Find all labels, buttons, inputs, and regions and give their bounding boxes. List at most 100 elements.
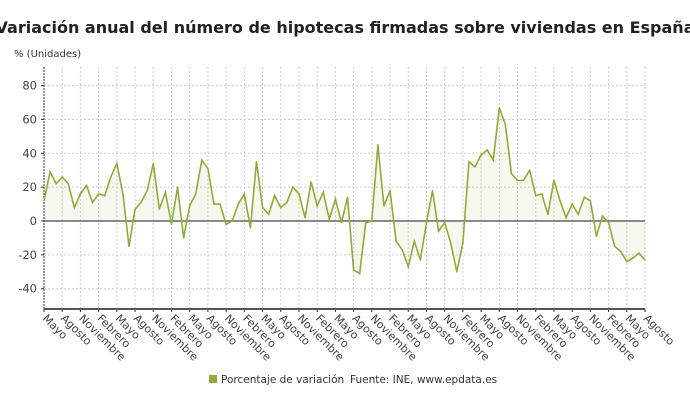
data-point xyxy=(322,191,325,194)
data-point xyxy=(79,193,82,195)
data-point xyxy=(134,208,136,210)
data-point xyxy=(589,199,592,202)
data-point xyxy=(55,182,57,185)
data-point xyxy=(201,159,203,161)
data-point xyxy=(255,160,258,163)
data-point xyxy=(231,220,233,222)
data-point xyxy=(401,248,403,251)
data-point xyxy=(522,179,525,182)
data-point xyxy=(480,154,482,156)
data-point xyxy=(413,240,416,243)
data-point xyxy=(377,144,379,146)
data-point xyxy=(334,198,337,200)
y-tick-label: 80 xyxy=(22,79,37,93)
data-point xyxy=(116,162,118,165)
data-point xyxy=(371,220,373,222)
data-point xyxy=(182,237,185,239)
data-point xyxy=(419,259,422,261)
data-point xyxy=(261,206,264,209)
data-point xyxy=(504,123,507,126)
y-tick-label: -40 xyxy=(18,282,37,296)
data-point xyxy=(188,204,191,207)
data-point xyxy=(528,169,531,172)
data-point xyxy=(577,213,580,216)
data-point xyxy=(492,159,495,161)
data-point xyxy=(474,166,476,168)
data-point xyxy=(164,191,167,194)
data-point xyxy=(619,250,622,253)
data-point xyxy=(595,235,598,238)
data-point xyxy=(565,216,567,219)
data-point xyxy=(328,218,331,221)
data-point xyxy=(243,193,246,195)
data-point xyxy=(383,204,385,207)
data-point xyxy=(571,203,573,205)
data-point xyxy=(237,203,240,205)
data-point xyxy=(613,245,616,248)
data-point xyxy=(146,189,149,192)
data-point xyxy=(43,199,45,202)
data-point xyxy=(443,221,446,224)
data-point xyxy=(358,272,361,275)
data-point xyxy=(449,242,452,244)
data-point xyxy=(644,259,646,261)
data-point xyxy=(601,215,604,217)
data-point xyxy=(486,149,488,151)
data-point xyxy=(468,160,470,163)
data-point xyxy=(73,206,76,209)
series-area xyxy=(44,107,645,274)
data-point xyxy=(140,201,142,204)
data-point xyxy=(128,245,130,248)
data-point xyxy=(273,194,276,197)
data-point xyxy=(49,171,51,173)
data-point xyxy=(510,172,513,175)
data-point xyxy=(176,186,179,188)
data-point xyxy=(292,186,294,188)
y-tick-label: 60 xyxy=(22,112,37,126)
data-point xyxy=(364,221,367,224)
y-tick-label: 40 xyxy=(22,146,37,160)
data-point xyxy=(91,201,94,204)
legend-label: Porcentaje de variación xyxy=(221,374,344,386)
y-tick-label: 0 xyxy=(30,214,37,228)
data-point xyxy=(316,204,318,207)
data-point xyxy=(340,221,343,224)
data-point xyxy=(534,194,537,197)
data-point xyxy=(389,189,391,192)
data-point xyxy=(407,265,410,268)
data-point xyxy=(298,193,300,195)
data-point xyxy=(267,213,270,216)
data-point xyxy=(462,242,464,244)
data-point xyxy=(61,176,64,178)
data-point xyxy=(158,208,161,210)
data-point xyxy=(219,203,221,205)
data-point xyxy=(352,269,355,271)
data-point xyxy=(632,257,634,260)
data-point xyxy=(85,184,88,187)
data-point xyxy=(103,194,106,197)
data-point xyxy=(559,199,561,202)
data-point xyxy=(304,216,306,219)
data-point xyxy=(170,223,173,226)
data-point xyxy=(625,260,628,263)
data-point xyxy=(194,193,197,195)
data-point xyxy=(456,270,458,273)
data-point xyxy=(638,252,640,254)
x-axis: MayoAgostoNoviembreFebreroMayoAgostoNovi… xyxy=(40,308,677,364)
legend-swatch xyxy=(209,375,217,383)
data-point xyxy=(437,230,440,232)
data-point xyxy=(122,193,124,195)
y-axis-label: % (Unidades) xyxy=(14,49,81,60)
data-point xyxy=(431,189,434,192)
series-line xyxy=(43,107,646,275)
data-point xyxy=(310,181,312,183)
data-point xyxy=(583,196,586,199)
y-tick-label: 20 xyxy=(22,180,37,194)
y-tick-label: -20 xyxy=(18,248,37,262)
data-point xyxy=(97,193,100,195)
data-point xyxy=(516,179,519,182)
data-point xyxy=(607,221,610,224)
data-point xyxy=(395,240,397,243)
data-point xyxy=(207,167,209,170)
source-text: Fuente: INE, www.epdata.es xyxy=(350,374,497,386)
